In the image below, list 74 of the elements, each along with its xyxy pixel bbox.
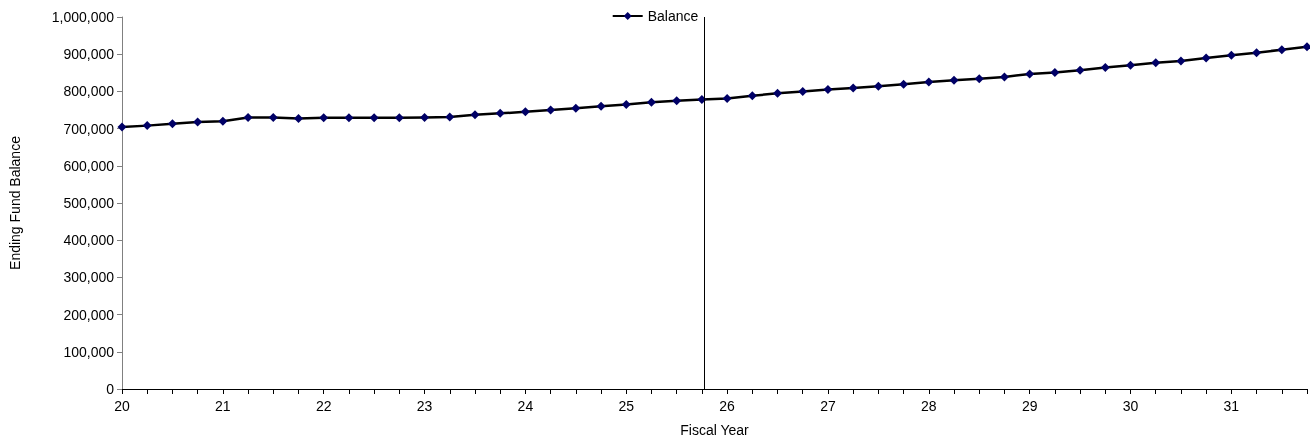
x-tick-label: 28 (921, 398, 937, 414)
point (974, 74, 984, 84)
point (672, 96, 682, 106)
point (1075, 65, 1085, 75)
point (1151, 58, 1161, 68)
y-tick-label: 900,000 (63, 46, 115, 63)
y-tick-label: 800,000 (63, 83, 115, 100)
point (369, 113, 379, 123)
point (873, 81, 883, 91)
point (1226, 50, 1236, 60)
point (1277, 45, 1287, 55)
y-tick-label: 1,000,000 (51, 9, 115, 25)
y-tick-label: 600,000 (63, 157, 115, 174)
y-tick-label: 200,000 (63, 306, 115, 323)
x-tick-label: 29 (1021, 398, 1038, 414)
x-tick-label: 31 (1223, 398, 1240, 414)
point (596, 101, 606, 111)
point (495, 108, 505, 118)
point (193, 117, 203, 127)
x-axis-title: Fiscal Year (680, 422, 750, 438)
point (646, 97, 656, 107)
point (1302, 42, 1310, 52)
point (546, 105, 556, 115)
point (697, 95, 707, 105)
x-tick-label: 30 (1122, 398, 1139, 414)
point (470, 110, 480, 120)
point (924, 77, 934, 87)
point (344, 113, 354, 123)
point (394, 113, 404, 123)
point (899, 79, 909, 89)
point (293, 114, 303, 124)
point (722, 93, 732, 103)
point (999, 72, 1009, 82)
point (773, 88, 783, 98)
point (520, 107, 530, 117)
point (747, 91, 757, 101)
point (823, 85, 833, 95)
point (621, 99, 631, 109)
point (1176, 56, 1186, 66)
legend-label: Balance (647, 8, 699, 24)
point (1126, 60, 1136, 70)
point (1201, 53, 1211, 63)
point (420, 112, 430, 122)
y-tick-label: 400,000 (63, 232, 115, 249)
x-tick-label: 22 (315, 398, 332, 414)
point (268, 112, 278, 122)
point (319, 113, 329, 123)
x-tick-label: 25 (618, 398, 635, 414)
point (117, 122, 127, 132)
point (445, 112, 455, 122)
y-axis-title: Ending Fund Balance (7, 135, 23, 270)
point (571, 103, 581, 113)
x-tick-label: 20 (114, 398, 130, 414)
y-tick-label: 300,000 (63, 269, 115, 286)
y-tick-label: 700,000 (63, 120, 115, 137)
x-tick-label: 21 (215, 398, 231, 414)
point (218, 116, 228, 126)
point (949, 75, 959, 85)
x-tick-label: 27 (820, 398, 836, 414)
y-tick-label: 0 (106, 381, 115, 397)
point (1025, 69, 1035, 79)
x-tick-label: 24 (517, 398, 534, 414)
point (243, 112, 253, 122)
y-tick-label: 100,000 (63, 343, 115, 360)
point (1050, 67, 1060, 77)
point (848, 83, 858, 93)
point (798, 86, 808, 96)
point (142, 121, 152, 131)
x-tick-label: 26 (719, 398, 736, 414)
y-tick-label: 500,000 (63, 195, 115, 211)
point (1252, 48, 1262, 58)
point (1100, 63, 1110, 73)
x-tick-label: 23 (416, 398, 433, 414)
point (167, 119, 177, 129)
